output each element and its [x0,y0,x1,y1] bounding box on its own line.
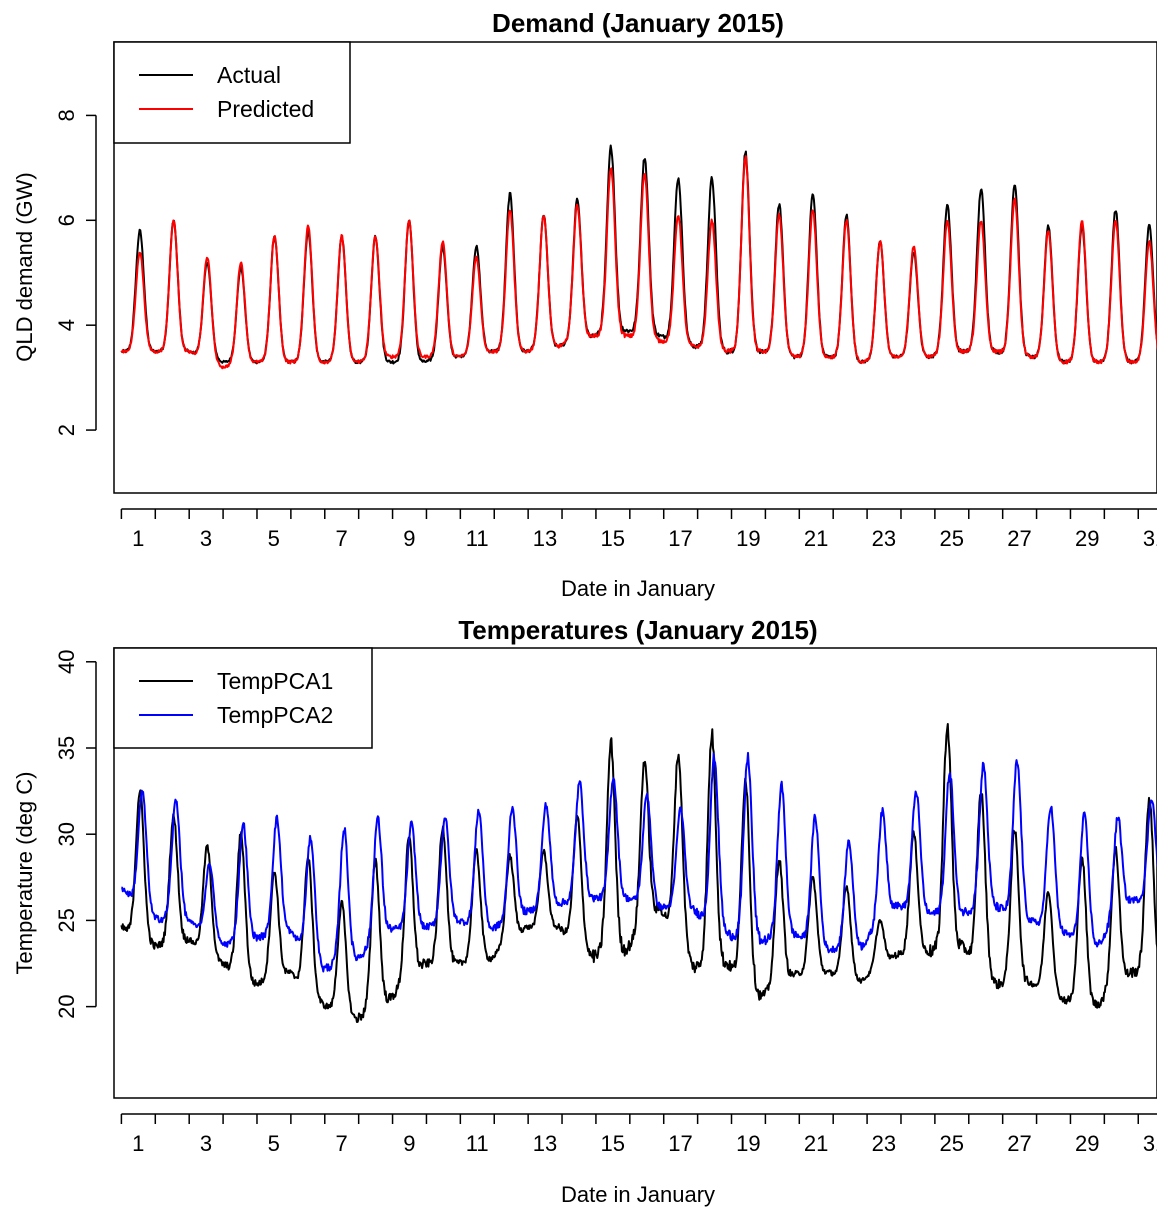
x-tick-label: 29 [1075,526,1099,551]
x-tick-label: 7 [335,1131,347,1156]
x-tick-label: 13 [533,1131,557,1156]
y-axis: 2 4 6 8 [54,109,97,436]
x-tick-label: 23 [872,526,896,551]
legend: Actual Predicted [113,41,351,144]
x-tick-label: 11 [466,526,489,551]
x-tick-label: 11 [466,1131,489,1156]
y-tick-label: 8 [54,109,79,121]
legend-label-temppca2: TempPCA2 [217,702,333,728]
x-axis-label: Date in January [561,1182,715,1207]
y-axis-label: Temperature (deg C) [12,772,37,975]
x-tick-label: 15 [601,526,625,551]
temperature-chart: Temperatures (January 2015) 1 3 5 7 9 11 13 15 1… [12,615,1157,1207]
y-tick-label: 2 [54,424,79,436]
x-axis: 135791113151719212325272931 [120,508,1157,551]
y-tick-label: 30 [54,822,79,846]
x-tick-label: 1 [132,526,144,551]
plot-frame [113,647,1157,1099]
series-line-temppca2 [121,751,1157,973]
x-tick-label: 21 [804,526,828,551]
y-tick-label: 35 [54,736,79,760]
x-tick-label: 3 [200,526,212,551]
x-tick-label: 3 [200,1131,212,1156]
x-tick-label: 15 [601,1131,625,1156]
y-tick-label: 6 [54,214,79,226]
legend-label-actual: Actual [217,62,281,88]
x-tick-label: 31 [1143,1131,1157,1156]
x-tick-label: 1 [132,1131,144,1156]
y-tick-label: 20 [54,994,79,1018]
x-tick-label: 23 [872,1131,896,1156]
series-line-temppca1 [120,723,1157,1023]
x-tick-label: 27 [1007,526,1031,551]
y-tick-label: 40 [54,650,79,674]
x-tick-label: 29 [1075,1131,1099,1156]
x-tick-label: 19 [736,526,760,551]
y-tick-label: 4 [54,319,79,331]
x-tick-label: 7 [335,526,347,551]
x-tick-label: 31 [1143,526,1157,551]
x-tick-label: 5 [268,526,280,551]
x-tick-label: 17 [668,1131,692,1156]
plot-frame [113,41,1157,494]
chart-title: Demand (January 2015) [492,8,784,38]
x-tick-label: 9 [403,1131,415,1156]
x-tick-label: 27 [1007,1131,1031,1156]
legend-box [113,41,351,144]
x-tick-label: 17 [668,526,692,551]
x-tick-label: 9 [403,526,415,551]
legend-box [113,647,373,749]
legend: TempPCA1 TempPCA2 [113,647,373,749]
x-tick-label: 25 [939,1131,963,1156]
x-tick-label: 5 [268,1131,280,1156]
demand-chart: Demand (January 2015) 1 3 5 7 9 11 13 15 17 19 21 2… [12,8,1157,601]
series-group [120,144,1157,370]
series-line-predicted [120,155,1157,370]
chart-title: Temperatures (January 2015) [458,615,817,645]
y-axis-label: QLD demand (GW) [12,172,37,362]
x-axis: 135791113151719212325272931 [120,1113,1157,1156]
legend-label-temppca1: TempPCA1 [217,668,333,694]
x-tick-label: 25 [939,526,963,551]
legend-label-predicted: Predicted [217,96,314,122]
x-tick-label: 19 [736,1131,760,1156]
x-tick-label: 13 [533,526,557,551]
y-tick-label: 25 [54,908,79,932]
x-tick-label: 21 [804,1131,828,1156]
y-axis: 20 25 30 35 40 [54,650,97,1019]
series-group [120,723,1157,1023]
x-axis-label: Date in January [561,576,715,601]
